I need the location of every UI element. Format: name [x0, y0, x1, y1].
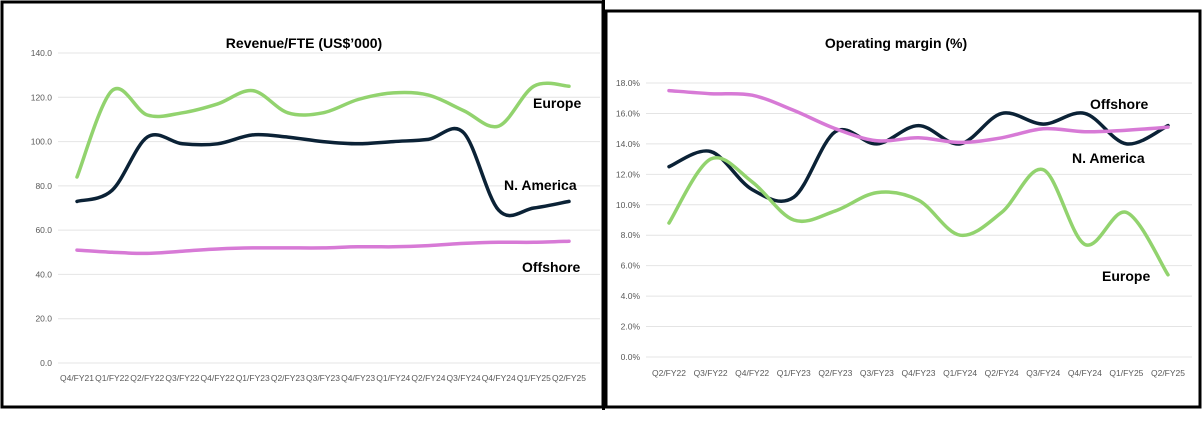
revenue-x-tick-label: Q3/FY24 [447, 373, 481, 383]
revenue-series [75, 81, 571, 256]
margin-x-tick-label: Q2/FY25 [1151, 368, 1185, 378]
margin-y-tick-label: 0.0% [621, 352, 641, 362]
margin-y-tick-label: 6.0% [621, 261, 641, 271]
margin-y-tick-label: 12.0% [616, 169, 641, 179]
legend-offshore-revenue: Offshore [522, 259, 581, 275]
revenue-x-tick-label: Q2/FY22 [130, 373, 164, 383]
revenue-chart-title: Revenue/FTE (US$’000) [226, 35, 382, 51]
margin-series-n-america-line [667, 88, 1170, 145]
revenue-x-tick-label: Q1/FY24 [376, 373, 410, 383]
margin-x-tick-label: Q2/FY24 [985, 368, 1019, 378]
revenue-y-axis: 0.0 20.0 40.0 60.0 80.0 100.0 120.0 140.0 [31, 48, 53, 368]
revenue-x-tick-label: Q1/FY22 [95, 373, 129, 383]
margin-series-europe-line [667, 155, 1170, 277]
margin-x-tick-label: Q3/FY23 [860, 368, 894, 378]
revenue-y-tick-label: 0.0 [40, 358, 52, 368]
margin-y-tick-label: 8.0% [621, 230, 641, 240]
revenue-y-tick-label: 100.0 [31, 137, 53, 147]
margin-y-tick-label: 4.0% [621, 291, 641, 301]
margin-x-tick-label: Q3/FY24 [1026, 368, 1060, 378]
margin-y-tick-label: 14.0% [616, 139, 641, 149]
revenue-x-tick-label: Q1/FY23 [236, 373, 270, 383]
margin-series-offshore-line [667, 111, 1170, 203]
revenue-x-tick-label: Q4/FY23 [341, 373, 375, 383]
revenue-x-tick-label: Q4/FY21 [60, 373, 94, 383]
margin-x-tick-label: Q4/FY22 [735, 368, 769, 378]
legend-europe-revenue: Europe [533, 95, 581, 111]
revenue-y-tick-label: 140.0 [31, 48, 53, 58]
revenue-series-n-america-line [75, 126, 571, 218]
margin-x-tick-label: Q1/FY24 [943, 368, 977, 378]
margin-x-axis: Q2/FY22 Q3/FY22 Q4/FY22 Q1/FY23 Q2/FY23 Q3/FY… [652, 368, 1185, 378]
legend-offshore-margin: Offshore [1090, 96, 1149, 112]
legend-namerica-revenue: N. America [504, 177, 577, 193]
margin-x-tick-label: Q1/FY23 [777, 368, 811, 378]
revenue-x-tick-label: Q4/FY22 [201, 373, 235, 383]
legend-namerica-margin: N. America [1072, 150, 1145, 166]
margin-y-tick-label: 2.0% [621, 322, 641, 332]
revenue-x-tick-label: Q1/FY25 [517, 373, 551, 383]
revenue-x-tick-label: Q3/FY23 [306, 373, 340, 383]
margin-chart-frame [604, 9, 1202, 409]
margin-gridlines [646, 82, 1192, 358]
revenue-x-tick-label: Q4/FY24 [482, 373, 516, 383]
margin-y-tick-label: 10.0% [616, 200, 641, 210]
revenue-series-europe-line [75, 81, 571, 179]
revenue-chart-frame [0, 0, 605, 409]
margin-x-tick-label: Q3/FY22 [694, 368, 728, 378]
operating-margin-chart: Operating margin (%) 0.0% 2.0% 4.0% 6.0% 8.0… [616, 35, 1192, 378]
margin-x-tick-label: Q4/FY23 [901, 368, 935, 378]
revenue-x-tick-label: Q2/FY25 [552, 373, 586, 383]
legend-europe-margin: Europe [1102, 268, 1150, 284]
margin-series [667, 88, 1170, 277]
margin-y-tick-label: 18.0% [616, 78, 641, 88]
revenue-x-tick-label: Q3/FY22 [165, 373, 199, 383]
revenue-gridlines [58, 52, 600, 364]
revenue-fte-chart: Revenue/FTE (US$’000) 0.0 20.0 40.0 60.0 80.… [31, 35, 600, 383]
margin-y-tick-label: 16.0% [616, 108, 641, 118]
margin-x-tick-label: Q2/FY22 [652, 368, 686, 378]
margin-x-tick-label: Q2/FY23 [818, 368, 852, 378]
margin-chart-title: Operating margin (%) [825, 35, 967, 51]
margin-x-tick-label: Q4/FY24 [1068, 368, 1102, 378]
margin-y-axis: 0.0% 2.0% 4.0% 6.0% 8.0% 10.0% 12.0% 14.0% 16.0%… [616, 78, 641, 362]
margin-x-tick-label: Q1/FY25 [1109, 368, 1143, 378]
revenue-y-tick-label: 40.0 [35, 269, 52, 279]
revenue-y-tick-label: 120.0 [31, 92, 53, 102]
revenue-x-axis: Q4/FY21 Q1/FY22 Q2/FY22 Q3/FY22 Q4/FY22 Q1/FY… [60, 373, 586, 383]
revenue-x-tick-label: Q2/FY24 [411, 373, 445, 383]
revenue-series-offshore-line [75, 239, 571, 256]
revenue-y-tick-label: 20.0 [35, 314, 52, 324]
revenue-x-tick-label: Q2/FY23 [271, 373, 305, 383]
revenue-y-tick-label: 60.0 [35, 225, 52, 235]
revenue-y-tick-label: 80.0 [35, 181, 52, 191]
